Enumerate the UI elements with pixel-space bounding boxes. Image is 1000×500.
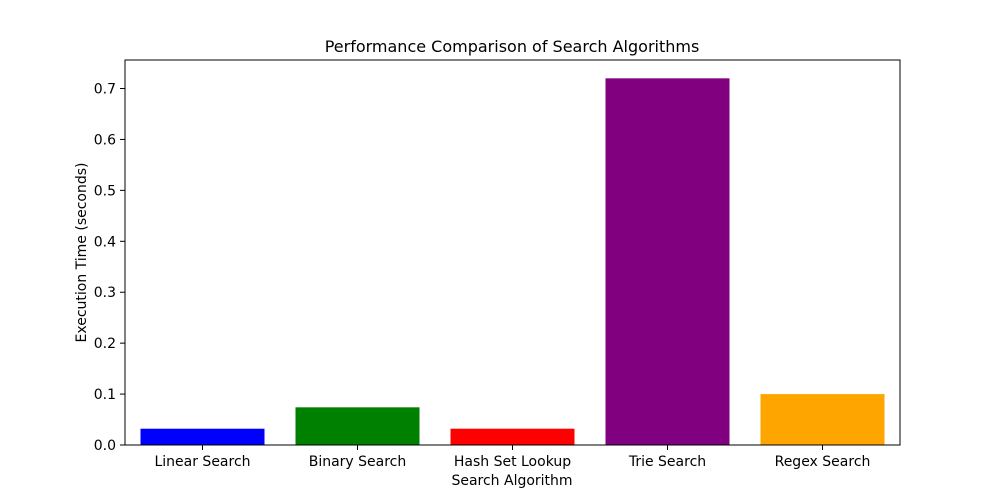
x-tick-label: Linear Search [154, 454, 250, 470]
y-axis-label: Execution Time (seconds) [74, 162, 90, 342]
bar-hash-set-lookup [450, 428, 575, 445]
bar-linear-search [140, 428, 265, 445]
y-tick-label: 0.1 [94, 387, 116, 403]
x-tick-label: Hash Set Lookup [454, 454, 571, 470]
plot-frame [124, 59, 901, 446]
x-axis: Linear Search Binary Search Hash Set Looku… [154, 445, 870, 470]
x-tick-label: Trie Search [628, 454, 706, 470]
bars-group [140, 78, 885, 445]
x-axis-label: Search Algorithm [451, 473, 572, 489]
x-tick-label: Regex Search [775, 454, 871, 470]
y-tick-label: 0.6 [94, 132, 116, 148]
y-tick-label: 0.0 [94, 438, 116, 454]
y-tick-label: 0.4 [94, 234, 116, 250]
chart-title: Performance Comparison of Search Algorit… [325, 37, 700, 56]
y-tick-label: 0.5 [94, 183, 116, 199]
x-tick-label: Binary Search [309, 454, 407, 470]
bar-regex-search [760, 394, 885, 445]
y-tick-label: 0.7 [94, 82, 116, 98]
bar-binary-search [295, 407, 420, 445]
y-tick-label: 0.2 [94, 336, 116, 352]
y-tick-label: 0.3 [94, 285, 116, 301]
y-axis: 0.0 0.1 0.2 0.3 0.4 0.5 0.6 0.7 [94, 82, 125, 454]
bar-trie-search [605, 78, 730, 445]
